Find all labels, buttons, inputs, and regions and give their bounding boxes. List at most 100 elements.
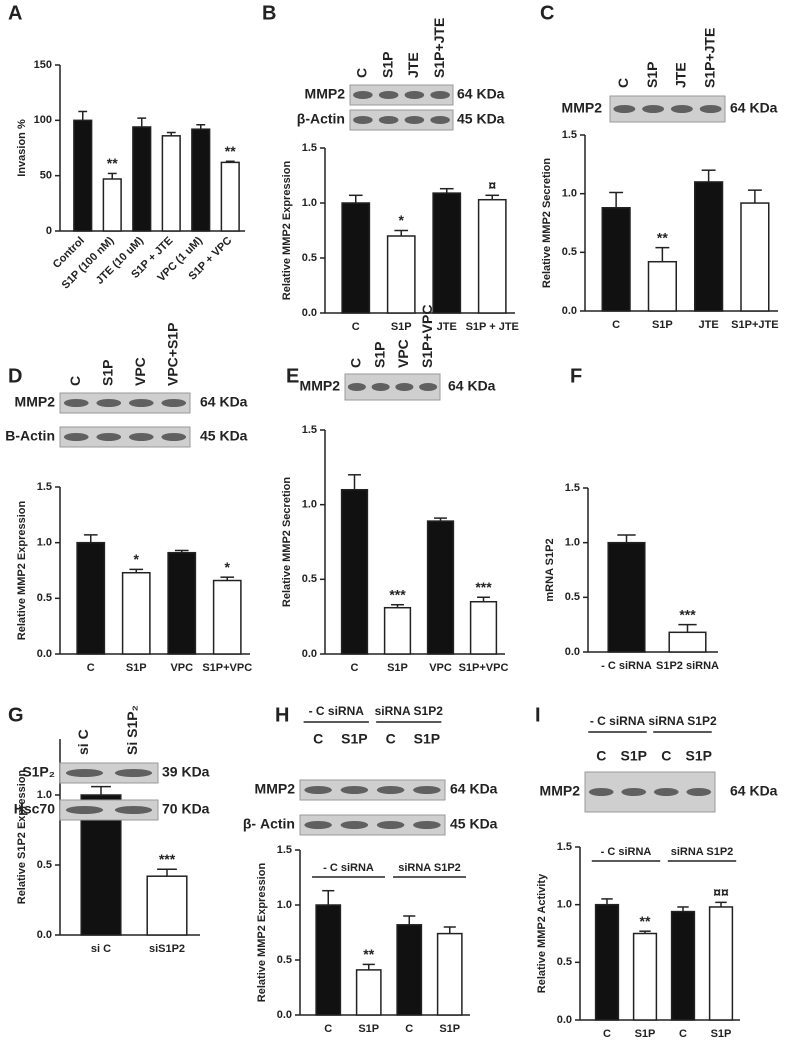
blot-strip [59, 426, 191, 448]
blot-band [65, 769, 104, 777]
x-tick-label: S1P [391, 321, 412, 333]
panel-letter: F [570, 365, 582, 387]
bar [594, 903, 620, 1021]
bar [132, 126, 152, 232]
y-tick-label: 1.0 [557, 899, 572, 911]
blot-size-label: 64 KDa [457, 86, 505, 102]
y-tick-label: 0.5 [557, 956, 572, 968]
blot-row-label: MMP2 [300, 378, 341, 394]
bar [146, 875, 188, 936]
x-tick-label: S1P [635, 1028, 656, 1040]
x-tick-label: C [324, 1023, 332, 1035]
significance: ** [225, 143, 236, 159]
bar [340, 488, 369, 655]
significance: ** [363, 946, 374, 962]
bar [632, 932, 658, 1021]
y-axis-label: Relative MMP2 Expression [256, 863, 268, 1003]
y-tick-label: 0.0 [37, 929, 52, 941]
panel-letter: H [275, 704, 289, 726]
group-label: siRNA S1P2 [398, 862, 461, 874]
bar [341, 202, 371, 314]
blot-band [128, 399, 154, 407]
blot-strip [349, 109, 454, 131]
x-tick-label: VPC [170, 662, 193, 674]
bar [212, 579, 242, 655]
y-tick-label: 0.0 [302, 648, 317, 660]
lane-label: C [386, 731, 396, 747]
blot-band [404, 91, 425, 99]
lane-label: C [67, 376, 83, 386]
x-tick-label: S1P2 siRNA [656, 660, 719, 672]
bar [161, 135, 181, 232]
bar [607, 541, 646, 653]
blot-band [670, 105, 693, 113]
y-axis-label: Relative MMP2 Expression [16, 501, 28, 641]
lane-label: S1P [414, 731, 440, 747]
y-tick-label: 0.5 [565, 591, 580, 603]
blot-band [642, 105, 665, 113]
group-label: siRNA S1P2 [671, 846, 734, 858]
x-tick-label: JTE [699, 319, 719, 331]
blot-strip [349, 84, 454, 106]
blot-group-label: siRNA S1P2 [375, 704, 444, 718]
bar [220, 161, 240, 232]
significance: *** [389, 586, 406, 602]
blot-band [621, 788, 647, 796]
significance: * [134, 551, 140, 567]
blot-size-label: 64 KDa [450, 781, 498, 797]
bar [436, 932, 463, 1016]
bar [167, 551, 197, 655]
group-label: - C siRNA [323, 862, 374, 874]
significance: ¤ [488, 177, 496, 193]
y-tick-label: 0.0 [277, 1009, 292, 1021]
blot-group-label: - C siRNA [309, 704, 365, 718]
bar [383, 606, 412, 655]
bar [708, 906, 734, 1021]
bar [694, 181, 724, 312]
blot-size-label: 64 KDa [730, 100, 778, 116]
x-tick-label: S1P [126, 662, 147, 674]
blot-band [96, 399, 122, 407]
blot-row-label: β- Actin [243, 816, 295, 832]
y-axis-label: Invasion % [16, 119, 28, 177]
blot-band [378, 116, 399, 124]
bar [102, 178, 122, 232]
blot-size-label: 39 KDa [162, 764, 210, 780]
blot-band [65, 806, 104, 814]
y-tick-label: 1.5 [302, 424, 317, 436]
x-tick-label: S1P+VPC [202, 662, 252, 674]
blot-band [347, 383, 366, 391]
blot-group-label: siRNA S1P2 [648, 714, 717, 728]
y-tick-label: 1.0 [562, 188, 577, 200]
lane-label: VPC [132, 357, 148, 386]
lane-label: Si S1P₂ [124, 705, 140, 755]
significance: ¤¤ [713, 884, 729, 900]
x-tick-label: S1P+JTE [731, 319, 778, 331]
blot-band [588, 788, 614, 796]
blot-band [430, 116, 450, 124]
x-tick-label: C [405, 1023, 413, 1035]
y-tick-label: 1.5 [557, 841, 572, 853]
lane-label: S1P [341, 731, 367, 747]
blot-row-label: S1P₂ [22, 764, 55, 780]
blot-band [376, 786, 405, 794]
blot-size-label: 45 KDa [457, 111, 505, 127]
y-tick-label: 150 [34, 59, 52, 71]
blot-size-label: 70 KDa [162, 801, 210, 817]
lane-label: JTE [673, 62, 689, 88]
x-tick-label: S1P+VPC [459, 662, 509, 674]
lane-label: S1P+VPC [419, 305, 435, 368]
blot-row-label: MMP2 [255, 781, 296, 797]
blot-size-label: 64 KDa [200, 394, 248, 410]
y-tick-label: 0.0 [37, 648, 52, 660]
y-tick-label: 50 [40, 170, 52, 182]
blot-band [699, 105, 722, 113]
panel-letter: A [8, 2, 22, 24]
blot-band [376, 821, 405, 829]
blot-band [114, 769, 153, 777]
bar [647, 260, 677, 312]
y-axis-label: mRNA S1P2 [544, 538, 556, 601]
y-axis-label: Relative MMP2 Expression [281, 161, 293, 301]
bar [121, 571, 151, 655]
y-tick-label: 1.0 [37, 789, 52, 801]
